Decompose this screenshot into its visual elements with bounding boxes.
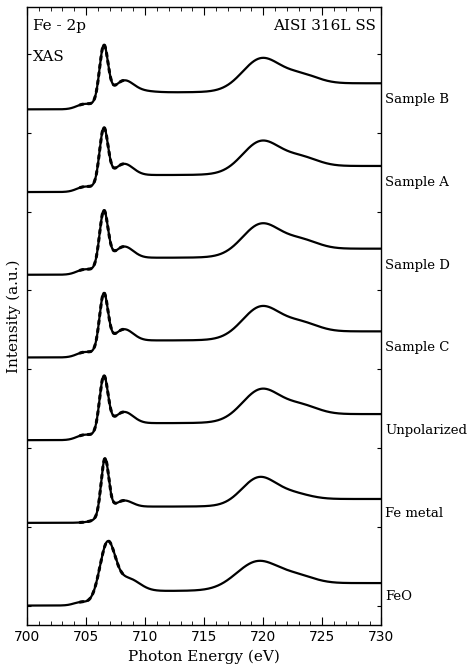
Text: Sample B: Sample B (385, 93, 449, 107)
Text: Fe - 2p: Fe - 2p (33, 19, 86, 33)
Y-axis label: Intensity (a.u.): Intensity (a.u.) (7, 260, 21, 373)
Text: Sample D: Sample D (385, 259, 450, 272)
Text: Sample C: Sample C (385, 342, 449, 354)
X-axis label: Photon Energy (eV): Photon Energy (eV) (128, 650, 280, 664)
Text: Unpolarized: Unpolarized (385, 424, 467, 437)
Text: FeO: FeO (385, 590, 412, 603)
Text: AISI 316L SS: AISI 316L SS (273, 19, 375, 33)
Text: Sample A: Sample A (385, 176, 449, 189)
Text: XAS: XAS (33, 50, 64, 64)
Text: Fe metal: Fe metal (385, 507, 443, 520)
